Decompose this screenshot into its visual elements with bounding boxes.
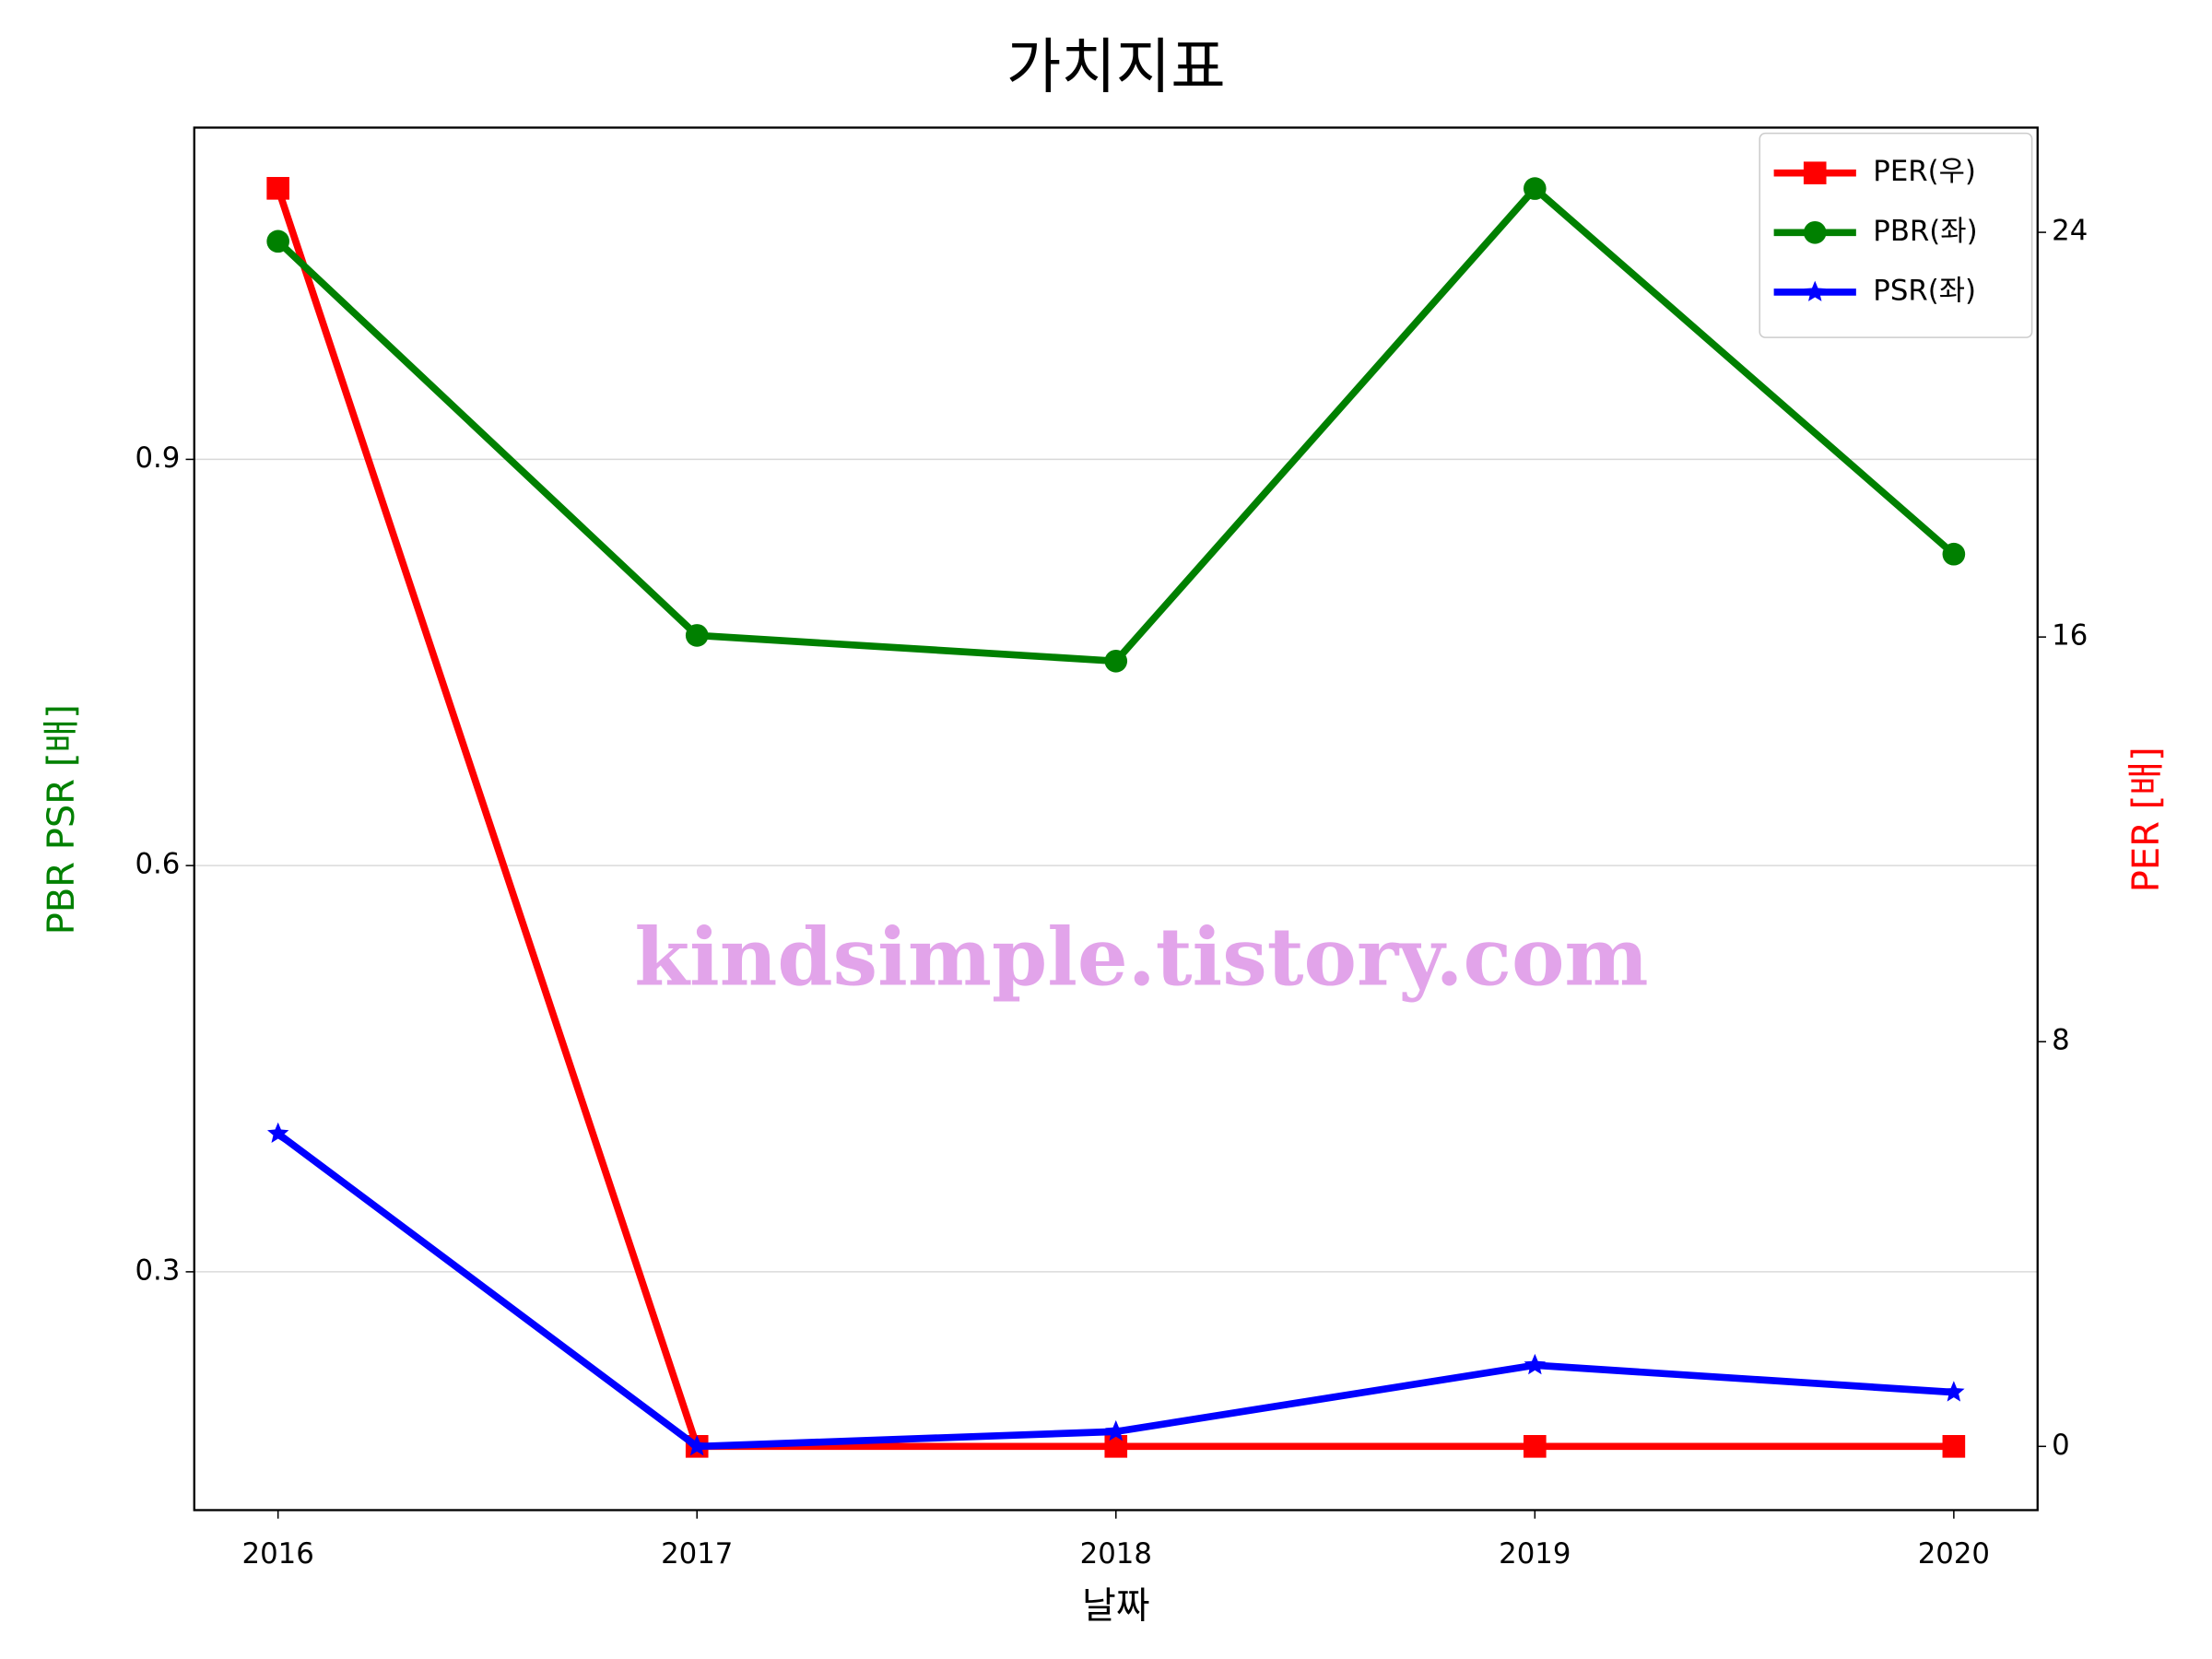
data-point	[1524, 177, 1547, 200]
x-axis-label: 날짜	[1082, 1585, 1150, 1628]
y2-tick-label: 0	[2052, 1429, 2070, 1462]
watermark: kindsimple.tistory.com	[634, 912, 1648, 1005]
y-tick-label: 0.9	[135, 441, 180, 475]
series-line	[276, 184, 1957, 665]
chart-title: 가치지표	[1006, 33, 1226, 102]
y2-tick-label: 24	[2052, 215, 2088, 248]
x-tick-label: 2020	[1918, 1537, 1990, 1571]
y2-tick-label: 8	[2052, 1024, 2070, 1057]
legend-marker	[1804, 280, 1826, 301]
y2-axis-label: PER [배]	[2125, 747, 2168, 892]
plot-frame	[193, 126, 2039, 1512]
data-point	[266, 177, 289, 200]
x-tick-label: 2016	[242, 1537, 314, 1571]
data-point	[1524, 1353, 1547, 1375]
legend-label: PSR(좌)	[1873, 274, 1976, 307]
legend-marker	[1803, 221, 1827, 244]
data-point	[266, 229, 289, 253]
series-line	[276, 1130, 1955, 1451]
legend-label: PER(우)	[1873, 155, 1976, 188]
legend-marker	[1803, 161, 1827, 184]
y2-tick-label: 16	[2052, 619, 2088, 653]
data-point	[1104, 649, 1128, 673]
data-point	[1105, 1419, 1127, 1441]
data-point	[686, 1435, 708, 1456]
x-tick-label: 2017	[661, 1537, 733, 1571]
legend: PER(우) PBR(좌) PSR(좌)	[1759, 132, 2033, 338]
data-point	[685, 624, 709, 647]
legend-label: PBR(좌)	[1873, 215, 1977, 248]
data-point	[1942, 1434, 1966, 1458]
y-axis-label: PBR PSR [배]	[41, 704, 83, 935]
data-point	[1942, 542, 1966, 566]
x-tick-label: 2018	[1080, 1537, 1152, 1571]
y-tick-label: 0.3	[135, 1253, 180, 1287]
data-point	[267, 1122, 289, 1143]
y-tick-label: 0.6	[135, 848, 180, 881]
data-point	[1104, 1434, 1128, 1458]
x-tick-label: 2019	[1499, 1537, 1571, 1571]
series-line	[275, 187, 1954, 1451]
data-point	[1943, 1381, 1965, 1402]
data-point	[1524, 1434, 1547, 1458]
legend-box	[1759, 132, 2033, 338]
